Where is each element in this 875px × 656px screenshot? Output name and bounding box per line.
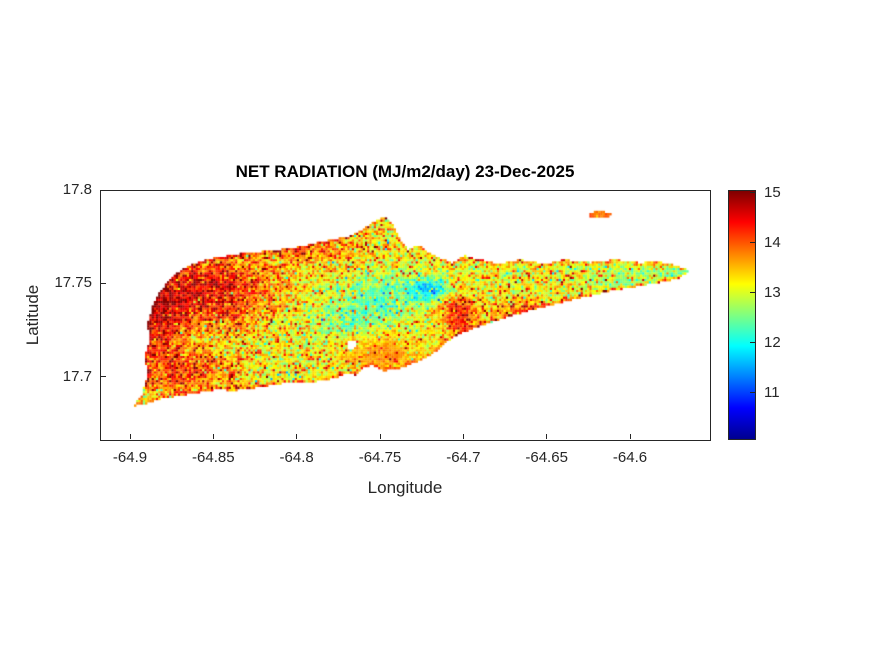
x-tick-label: -64.9	[112, 449, 148, 466]
colorbar-tick-mark	[750, 342, 755, 343]
colorbar-tick-label: 14	[764, 233, 781, 251]
x-tick-mark	[462, 434, 464, 439]
x-tick-mark	[129, 434, 131, 439]
y-tick-mark	[101, 282, 106, 284]
colorbar-tick-label: 11	[764, 383, 780, 401]
net-radiation-heatmap-canvas	[100, 190, 710, 440]
x-tick-label: -64.7	[446, 449, 481, 466]
chart-title: NET RADIATION (MJ/m2/day) 23-Dec-2025	[235, 162, 575, 181]
y-tick-label: 17.8	[62, 181, 92, 198]
x-tick-mark	[629, 434, 631, 439]
colorbar-tick-label: 15	[764, 183, 781, 201]
y-tick-mark	[101, 189, 106, 191]
colorbar	[728, 190, 756, 440]
y-tick-label: 17.75	[54, 274, 92, 292]
colorbar-tick-mark	[750, 292, 755, 293]
x-tick-label: -64.65	[525, 449, 568, 466]
x-tick-label: -64.8	[279, 449, 314, 466]
x-tick-mark	[212, 434, 214, 439]
y-tick-mark	[101, 376, 106, 378]
colorbar-tick-mark	[750, 192, 755, 193]
x-tick-label: -64.85	[192, 449, 235, 466]
y-axis-label: Latitude	[23, 284, 42, 346]
colorbar-tick-mark	[750, 242, 755, 243]
x-tick-mark	[546, 434, 548, 439]
colorbar-tick-label: 12	[764, 333, 781, 351]
y-tick-label: 17.7	[62, 367, 92, 385]
x-tick-mark	[296, 434, 298, 439]
x-tick-label: -64.6	[612, 449, 648, 466]
colorbar-tick-label: 13	[764, 283, 781, 301]
x-tick-mark	[379, 434, 381, 439]
x-axis-label: Longitude	[367, 478, 443, 497]
colorbar-tick-mark	[750, 392, 755, 393]
x-tick-label: -64.75	[358, 449, 402, 466]
